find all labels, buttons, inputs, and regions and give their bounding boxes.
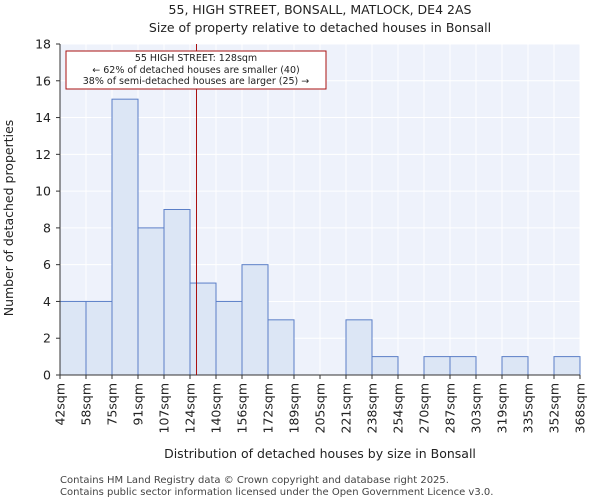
x-tick-label: 319sqm — [495, 383, 510, 433]
bars — [59, 98, 581, 376]
x-tick-label: 335sqm — [521, 383, 536, 433]
y-tick-label: 2 — [43, 331, 51, 346]
x-tick-label: 270sqm — [417, 383, 432, 433]
x-tick-label: 189sqm — [287, 383, 302, 433]
bar-107sqm — [163, 209, 191, 376]
chart-title-line1: 55, HIGH STREET, BONSALL, MATLOCK, DE4 2… — [169, 2, 472, 17]
x-tick-label: 303sqm — [469, 383, 484, 433]
annotation-line1: 55 HIGH STREET: 128sqm — [135, 53, 257, 64]
y-tick-label: 10 — [35, 184, 51, 199]
x-tick-label: 368sqm — [573, 383, 588, 433]
y-tick-label: 12 — [35, 147, 51, 162]
annotation-line2: ← 62% of detached houses are smaller (40… — [92, 65, 299, 76]
bar-42sqm — [59, 300, 87, 376]
y-tick-label: 14 — [35, 110, 51, 125]
bar-287sqm — [449, 356, 477, 376]
x-tick-label: 156sqm — [235, 383, 250, 433]
annotation-line3: 38% of semi-detached houses are larger (… — [83, 76, 310, 87]
x-tick-label: 75sqm — [105, 383, 120, 426]
x-tick-label: 352sqm — [547, 383, 562, 433]
y-tick-label: 4 — [43, 294, 51, 309]
x-tick-label: 124sqm — [183, 383, 198, 433]
bar-238sqm — [371, 356, 399, 376]
x-tick-label: 91sqm — [131, 383, 146, 426]
x-tick-label: 140sqm — [209, 383, 224, 433]
y-tick-label: 6 — [43, 257, 51, 272]
y-tick-label: 0 — [43, 368, 51, 383]
y-tick-label: 18 — [35, 37, 51, 52]
bar-58sqm — [85, 300, 113, 376]
bar-156sqm — [241, 264, 269, 376]
y-axis-label: Number of detached properties — [1, 120, 16, 317]
y-tick-label: 16 — [35, 73, 51, 88]
x-tick-label: 287sqm — [443, 383, 458, 433]
chart-title-line2: Size of property relative to detached ho… — [149, 20, 491, 35]
bar-140sqm — [215, 300, 243, 376]
x-tick-label: 107sqm — [157, 383, 172, 433]
x-tick-label: 42sqm — [53, 383, 68, 426]
footer-line1: Contains HM Land Registry data © Crown c… — [60, 475, 449, 486]
bar-172sqm — [267, 319, 295, 376]
x-axis-label: Distribution of detached houses by size … — [164, 446, 476, 461]
bar-270sqm — [423, 356, 451, 376]
bar-221sqm — [345, 319, 373, 376]
x-tick-label: 254sqm — [391, 383, 406, 433]
x-tick-label: 58sqm — [79, 383, 94, 426]
axes: 0 2 4 6 8 10 12 14 16 18 42sqm 58sqm 75sqm 91sqm 107sq… — [35, 37, 587, 434]
x-tick-label: 221sqm — [339, 383, 354, 433]
bar-352sqm — [553, 356, 581, 376]
x-tick-label: 205sqm — [313, 383, 328, 433]
x-tick-label: 238sqm — [365, 383, 380, 433]
bar-319sqm — [501, 356, 529, 376]
annotation-box: 55 HIGH STREET: 128sqm ← 62% of detached… — [65, 50, 327, 90]
y-tick-label: 8 — [43, 220, 51, 235]
footer-line2: Contains public sector information licen… — [60, 487, 493, 498]
bar-124sqm — [189, 282, 217, 376]
bar-91sqm — [137, 227, 165, 376]
x-tick-label: 172sqm — [261, 383, 276, 433]
bar-75sqm — [111, 98, 139, 376]
annotation-rect — [65, 50, 327, 90]
